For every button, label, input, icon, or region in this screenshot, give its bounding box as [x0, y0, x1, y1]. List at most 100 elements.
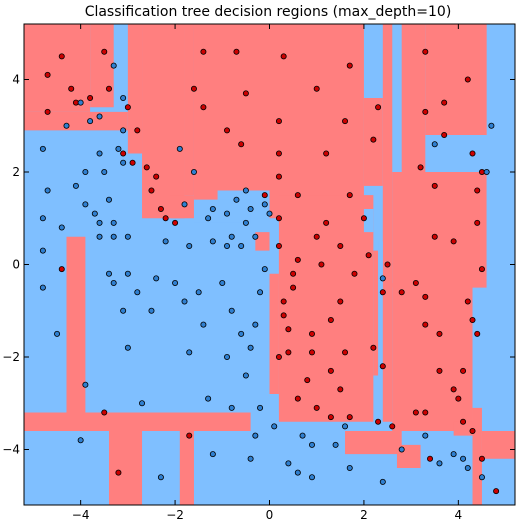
- region-class0: [127, 24, 143, 154]
- region-class1: [486, 24, 515, 413]
- point-class0: [134, 127, 141, 134]
- point-class1: [96, 150, 103, 157]
- point-class0: [370, 344, 377, 351]
- point-class0: [384, 261, 391, 268]
- point-class0: [233, 48, 240, 55]
- point-class0: [337, 298, 344, 305]
- point-class1: [431, 141, 438, 148]
- point-class0: [275, 215, 282, 222]
- point-class1: [233, 196, 240, 203]
- point-class0: [280, 53, 287, 60]
- point-class1: [242, 372, 249, 379]
- point-class1: [176, 145, 183, 152]
- x-tick-label: −2: [166, 508, 184, 522]
- point-class1: [77, 437, 84, 444]
- point-class1: [181, 201, 188, 208]
- point-class1: [228, 404, 235, 411]
- point-class0: [294, 192, 301, 199]
- point-class0: [224, 127, 231, 134]
- point-class0: [398, 289, 405, 296]
- region-class1: [193, 199, 251, 223]
- point-class0: [101, 409, 108, 416]
- point-class0: [337, 242, 344, 249]
- point-class0: [346, 414, 353, 421]
- point-class0: [308, 349, 315, 356]
- point-class0: [308, 330, 315, 337]
- point-class1: [209, 205, 216, 212]
- point-class1: [261, 266, 268, 273]
- point-class1: [238, 242, 245, 249]
- point-class1: [82, 201, 89, 208]
- point-class0: [455, 395, 462, 402]
- point-class0: [431, 182, 438, 189]
- point-class1: [379, 478, 386, 485]
- point-class0: [441, 131, 448, 138]
- point-class1: [247, 205, 254, 212]
- point-class0: [351, 270, 358, 277]
- point-class1: [82, 381, 89, 388]
- x-tick-label: 2: [360, 508, 368, 522]
- point-class0: [346, 62, 353, 69]
- point-class0: [379, 289, 386, 296]
- point-class1: [124, 270, 131, 277]
- point-class0: [280, 298, 287, 305]
- point-class0: [120, 150, 127, 157]
- point-class0: [186, 432, 193, 439]
- point-class0: [460, 367, 467, 374]
- point-class1: [44, 187, 51, 194]
- y-tick-label: −2: [2, 350, 20, 364]
- point-class0: [280, 312, 287, 319]
- point-class0: [200, 104, 207, 111]
- point-class0: [375, 418, 382, 425]
- point-class0: [327, 316, 334, 323]
- point-class0: [275, 173, 282, 180]
- region-class0: [278, 195, 374, 422]
- point-class1: [181, 298, 188, 305]
- point-class0: [294, 256, 301, 263]
- point-class0: [313, 85, 320, 92]
- point-class0: [290, 270, 297, 277]
- point-class1: [101, 168, 108, 175]
- point-class1: [450, 451, 457, 458]
- point-class1: [422, 432, 429, 439]
- point-class1: [153, 275, 160, 282]
- region-class0: [401, 24, 426, 172]
- x-tick-label: −4: [72, 508, 90, 522]
- point-class0: [157, 205, 164, 212]
- point-class0: [58, 53, 65, 60]
- region-class0: [66, 236, 86, 413]
- point-class0: [172, 219, 179, 226]
- y-axis-ticks: −4 −2 0 2 4: [2, 73, 515, 457]
- point-class0: [422, 293, 429, 300]
- point-class0: [44, 108, 51, 115]
- point-class0: [275, 353, 282, 360]
- point-class1: [247, 344, 254, 351]
- region-class0: [373, 250, 379, 376]
- point-class0: [360, 215, 367, 222]
- point-class1: [110, 279, 117, 286]
- point-class0: [294, 395, 301, 402]
- point-class1: [261, 201, 268, 208]
- point-class1: [120, 127, 127, 134]
- region-class0: [392, 172, 487, 288]
- point-class0: [450, 238, 457, 245]
- region-class0: [345, 431, 402, 455]
- point-class1: [219, 279, 226, 286]
- point-class0: [87, 95, 94, 102]
- region-class0: [24, 111, 128, 131]
- region-class0: [108, 431, 143, 505]
- x-tick-label: 4: [455, 508, 463, 522]
- region-class0: [142, 24, 185, 219]
- point-class1: [252, 432, 259, 439]
- point-class0: [422, 321, 429, 328]
- point-class1: [436, 460, 443, 467]
- point-class1: [195, 289, 202, 296]
- point-class1: [224, 353, 231, 360]
- point-class1: [460, 455, 467, 462]
- y-tick-label: 0: [12, 258, 20, 272]
- point-class1: [39, 145, 46, 152]
- point-class1: [209, 238, 216, 245]
- point-class0: [275, 118, 282, 125]
- point-class1: [285, 460, 292, 467]
- point-class1: [205, 395, 212, 402]
